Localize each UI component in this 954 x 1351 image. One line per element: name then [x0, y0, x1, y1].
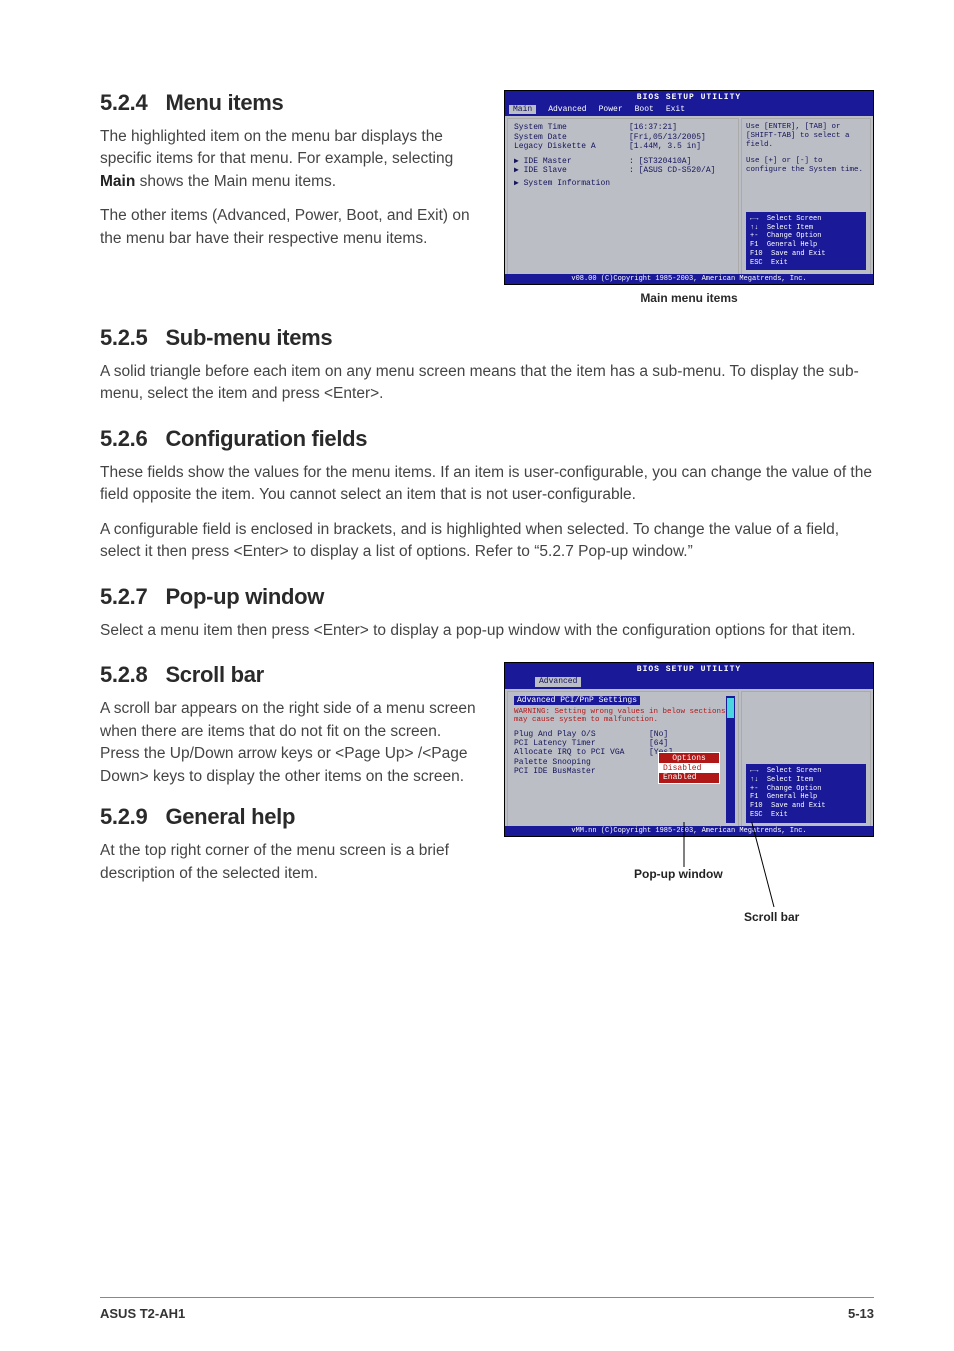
bios-tab-main: Main	[509, 105, 536, 114]
paragraph: A solid triangle before each item on any…	[100, 361, 874, 406]
paragraph: The other items (Advanced, Power, Boot, …	[100, 205, 484, 250]
annotation-scrollbar: Scroll bar	[744, 910, 799, 924]
bios-tab-exit: Exit	[666, 105, 685, 114]
heading-528: 5.2.8Scroll bar	[100, 662, 484, 688]
bios-tabs: Advanced	[505, 676, 873, 688]
bios-tab-advanced: Advanced	[548, 105, 586, 114]
bios-title: BIOS SETUP UTILITY	[505, 91, 873, 104]
bios-popup: Options Disabled Enabled	[658, 752, 720, 785]
bios-main-panel: System Time[16:37:21] System Date[Fri,05…	[507, 118, 739, 275]
page-footer: ASUS T2-AH1 5-13	[100, 1297, 874, 1321]
heading-527: 5.2.7Pop-up window	[100, 584, 874, 610]
bios-tab-power: Power	[599, 105, 623, 114]
bios-screenshot-advanced: BIOS SETUP UTILITY Advanced Advanced PCI…	[504, 662, 874, 837]
bios-main-panel: Advanced PCI/PnP Settings WARNING: Setti…	[507, 691, 739, 828]
paragraph: The highlighted item on the menu bar dis…	[100, 126, 484, 193]
bios-tab-advanced: Advanced	[535, 677, 581, 686]
heading-524: 5.2.4 Menu items	[100, 90, 484, 116]
caption-main-menu: Main menu items	[504, 291, 874, 305]
paragraph: At the top right corner of the menu scre…	[100, 840, 484, 885]
footer-page-number: 5-13	[848, 1306, 874, 1321]
heading-525: 5.2.5Sub-menu items	[100, 325, 874, 351]
bios-scrollbar	[726, 696, 735, 823]
paragraph: Select a menu item then press <Enter> to…	[100, 620, 874, 642]
bios-copyright: vMM.nn (C)Copyright 1985-2003, American …	[505, 826, 873, 836]
bios-scrollbar-thumb	[727, 698, 734, 718]
annotation-popup: Pop-up window	[634, 867, 723, 881]
bios-copyright: v08.00 (C)Copyright 1985-2003, American …	[505, 274, 873, 284]
bios-key-legend: ←→ Select Screen ↑↓ Select Item +- Chang…	[746, 212, 866, 271]
paragraph: These fields show the values for the men…	[100, 462, 874, 507]
bios-tab-boot: Boot	[635, 105, 654, 114]
bios-key-legend: ←→ Select Screen ↑↓ Select Item +- Chang…	[746, 764, 866, 823]
heading-number: 5.2.4	[100, 90, 147, 116]
footer-product: ASUS T2-AH1	[100, 1306, 185, 1321]
bios-help-panel: Use [ENTER], [TAB] or [SHIFT-TAB] to sel…	[741, 118, 871, 275]
bios-title: BIOS SETUP UTILITY	[505, 663, 873, 676]
heading-526: 5.2.6Configuration fields	[100, 426, 874, 452]
bios-warning: WARNING: Setting wrong values in below s…	[514, 708, 732, 725]
heading-529: 5.2.9General help	[100, 804, 484, 830]
annotation-lines	[504, 822, 874, 942]
heading-title: Menu items	[165, 90, 283, 115]
bios-screenshot-main: BIOS SETUP UTILITY Main Advanced Power B…	[504, 90, 874, 285]
paragraph: A configurable field is enclosed in brac…	[100, 519, 874, 564]
paragraph: A scroll bar appears on the right side o…	[100, 698, 484, 788]
bios-section-heading: Advanced PCI/PnP Settings	[514, 696, 640, 705]
bios-tabs: Main Advanced Power Boot Exit	[505, 104, 873, 116]
bios-help-panel: ←→ Select Screen ↑↓ Select Item +- Chang…	[741, 691, 871, 828]
